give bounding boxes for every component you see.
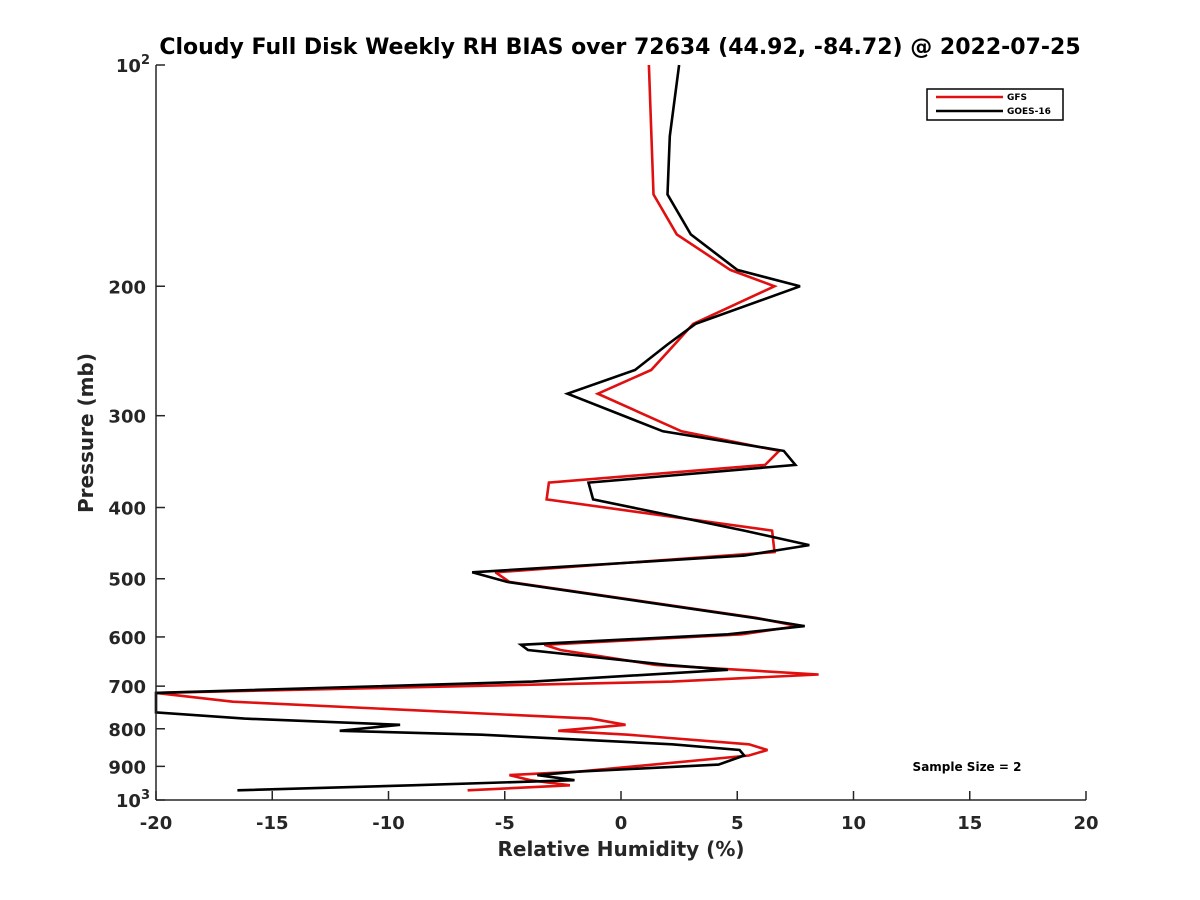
- x-ticks: -20 -15 -10 -5 0 5 10 15 20: [140, 791, 1099, 834]
- x-tick-label: 10: [841, 813, 866, 834]
- legend-label-goes16: GOES-16: [1007, 107, 1051, 117]
- chart-title: Cloudy Full Disk Weekly RH BIAS over 726…: [159, 35, 1080, 60]
- x-tick-label: -20: [140, 813, 173, 834]
- y-tick-label: 102: [116, 53, 150, 77]
- x-axis-label: Relative Humidity (%): [497, 837, 744, 861]
- x-tick-label: -10: [372, 813, 405, 834]
- y-tick-label: 500: [108, 570, 146, 591]
- y-tick-label: 300: [108, 407, 146, 428]
- x-tick-label: 5: [731, 813, 744, 834]
- x-tick-label: 15: [957, 813, 982, 834]
- sample-size-annotation: Sample Size = 2: [913, 760, 1022, 774]
- y-axis-label: Pressure (mb): [74, 353, 98, 513]
- y-tick-label: 103: [116, 788, 150, 812]
- x-tick-label: -5: [495, 813, 515, 834]
- y-tick-label: 600: [108, 628, 146, 649]
- legend-label-gfs: GFS: [1007, 93, 1027, 103]
- plot-area: -20 -15 -10 -5 0 5 10 15 20 102 200 300 400 500 600 70…: [108, 53, 1098, 834]
- y-ticks: 102 200 300 400 500 600 700 800 900 103: [108, 53, 165, 812]
- y-tick-label: 900: [108, 757, 146, 778]
- x-tick-label: -15: [256, 813, 289, 834]
- x-tick-label: 20: [1073, 813, 1098, 834]
- series-layer: [154, 64, 819, 792]
- legend: GFS GOES-16: [926, 88, 1064, 121]
- legend-box: [926, 88, 1064, 121]
- y-tick-label: 800: [108, 720, 146, 741]
- y-tick-label: 400: [108, 499, 146, 520]
- series-line-goes16: [154, 64, 810, 792]
- x-tick-label: 0: [615, 813, 628, 834]
- y-tick-label: 700: [108, 677, 146, 698]
- y-tick-label: 200: [108, 277, 146, 298]
